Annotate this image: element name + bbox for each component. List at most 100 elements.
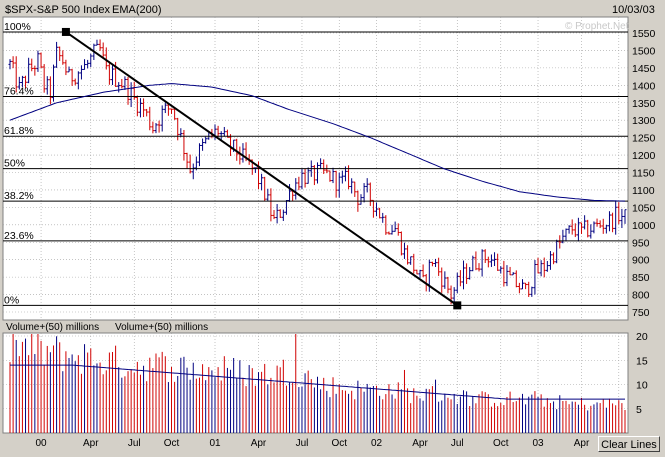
price-bar	[530, 286, 534, 297]
price-bar	[555, 239, 559, 264]
price-bar	[623, 209, 627, 224]
price-bar	[580, 222, 584, 234]
price-bar	[284, 200, 288, 215]
price-bar	[138, 98, 142, 118]
price-bar	[111, 64, 114, 85]
x-axis-tick-label: Jul	[451, 438, 464, 449]
price-bar	[375, 202, 379, 217]
price-bar	[145, 108, 149, 117]
fibonacci-label: 61.8%	[4, 125, 34, 137]
fibonacci-label: 23.6%	[4, 230, 34, 242]
price-bar	[8, 59, 12, 70]
price-bar	[384, 215, 388, 235]
price-bar	[319, 158, 323, 170]
price-bar	[465, 263, 469, 284]
price-bar	[393, 221, 397, 232]
price-bar	[89, 53, 93, 68]
price-bar	[493, 252, 497, 266]
x-axis-tick-label: 01	[209, 438, 221, 449]
volume-label-right: Volume+(50) millions	[115, 322, 208, 333]
price-bar	[399, 231, 403, 256]
price-bar	[548, 251, 552, 270]
price-bar	[458, 270, 462, 287]
price-bar	[185, 152, 189, 169]
y-axis-tick-label: 1000	[632, 220, 656, 232]
y-axis-tick-label: 1200	[632, 150, 656, 162]
x-axis-tick-label: Oct	[493, 438, 509, 449]
price-bar	[48, 76, 52, 105]
price-bar	[216, 125, 220, 137]
price-bar	[611, 212, 615, 233]
trend-line-handle[interactable]	[61, 27, 70, 36]
price-bar	[496, 253, 500, 271]
y-axis-tick-label: 1050	[632, 202, 656, 214]
price-bar	[235, 138, 239, 161]
price-bar	[222, 126, 226, 137]
y-axis-tick-label: 1550	[632, 28, 656, 40]
price-bar	[123, 76, 127, 90]
price-bar	[371, 199, 375, 218]
price-bar	[468, 267, 472, 280]
watermark: © Prophet.Net	[565, 21, 629, 32]
x-axis-tick-label: Apr	[251, 438, 267, 449]
price-bar	[533, 260, 537, 295]
price-bar	[117, 82, 121, 93]
price-bar	[201, 138, 205, 151]
price-bar	[191, 163, 195, 180]
price-bar	[11, 56, 15, 69]
x-axis-tick-label: Apr	[574, 438, 590, 449]
price-bar	[359, 194, 363, 205]
fibonacci-label: 0%	[4, 294, 19, 306]
price-bar	[55, 41, 59, 68]
price-bar	[86, 59, 90, 69]
price-bar	[505, 265, 509, 287]
x-axis-tick-label: 03	[532, 438, 544, 449]
price-bar	[322, 159, 326, 174]
price-bar	[45, 76, 49, 95]
price-bar	[42, 64, 46, 93]
price-bar	[83, 59, 87, 70]
y-axis-tick-label: 800	[632, 290, 650, 302]
price-bar	[545, 260, 549, 272]
price-bar	[480, 249, 484, 277]
price-bar	[595, 218, 599, 227]
x-axis-tick-label: Jul	[296, 438, 309, 449]
price-bar	[567, 225, 571, 234]
price-bar	[179, 128, 183, 138]
price-bar	[539, 260, 543, 277]
price-bar	[614, 200, 618, 235]
price-bar	[194, 156, 198, 171]
price-bar	[303, 168, 307, 188]
price-bar	[508, 266, 512, 276]
price-bar	[474, 251, 478, 271]
x-axis-tick-label: Apr	[412, 438, 428, 449]
price-bar	[263, 176, 267, 201]
price-bar	[67, 66, 71, 73]
fibonacci-label: 76.4%	[4, 85, 34, 97]
price-bar	[331, 167, 335, 184]
y-axis-tick-label: 1500	[632, 45, 656, 57]
price-bar	[347, 165, 351, 190]
price-bar	[17, 76, 21, 90]
volume-tick-label: 5	[636, 404, 642, 416]
x-axis-tick-label: 00	[35, 438, 47, 449]
price-bar	[402, 242, 406, 259]
price-bar	[440, 267, 444, 293]
price-bar	[589, 224, 593, 239]
price-bar	[471, 255, 475, 272]
price-bar	[446, 276, 450, 294]
trend-line[interactable]	[65, 31, 458, 307]
price-bar	[20, 75, 24, 87]
trend-line-handle[interactable]	[453, 301, 462, 310]
volume-average-line	[10, 364, 625, 400]
clear-lines-button[interactable]: Clear Lines	[598, 436, 660, 452]
x-axis-tick-label: Jul	[128, 438, 141, 449]
price-bar	[98, 39, 102, 51]
price-bar	[297, 176, 301, 191]
price-bar	[564, 228, 568, 242]
price-bar	[362, 183, 366, 203]
price-bar	[154, 122, 158, 134]
price-bar	[430, 261, 434, 267]
price-bar	[604, 224, 608, 234]
volume-plot-area[interactable]	[2, 332, 629, 434]
